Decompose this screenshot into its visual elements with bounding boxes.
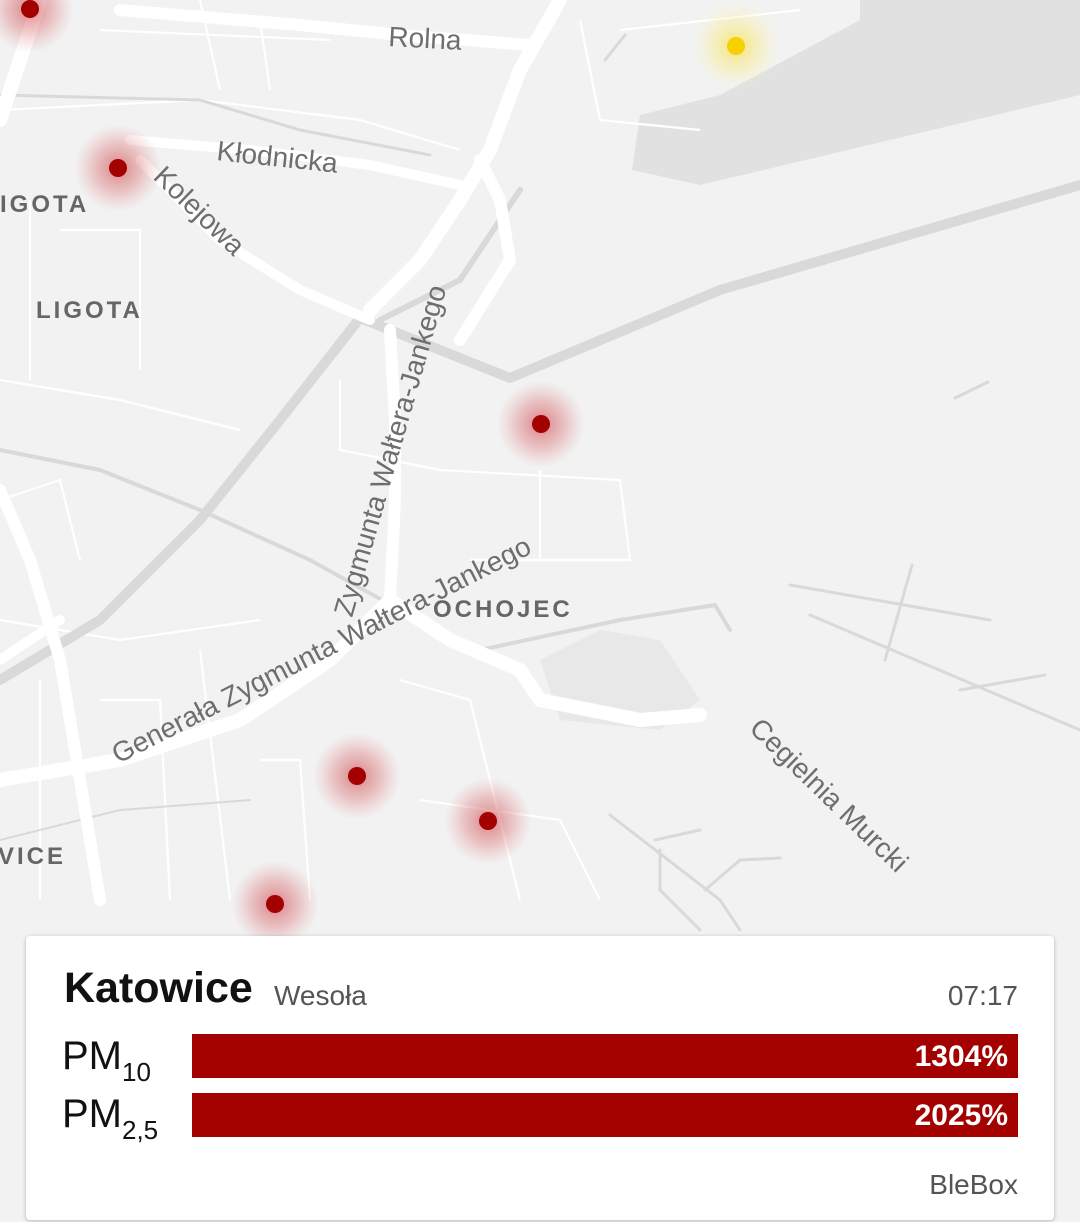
district-label-ligota-top: IGOTA [0,191,89,218]
pm25-bar: 2025% [192,1093,1018,1137]
district-label-wice: VICE [0,843,66,870]
main-roads [0,0,707,906]
marker-top-left[interactable] [0,0,74,53]
minor-streets [0,0,801,901]
marker-ligota[interactable] [74,124,162,212]
city-name: Katowice [64,964,253,1012]
marker-center[interactable] [497,380,585,468]
pm25-label: PM2,5 [62,1092,159,1145]
data-source: BleBox [929,1169,1018,1200]
marker-yellow[interactable] [692,2,780,90]
pm25-value: 2025% [914,1099,1008,1132]
pm10-value: 1304% [914,1040,1008,1073]
grey-area-reservoir [632,0,1080,185]
district-label-ochojec: OCHOJEC [433,596,573,623]
pm10-bar: 1304% [192,1034,1018,1078]
highway-diagonal [0,180,1080,685]
marker-south-2[interactable] [444,777,532,865]
pm10-label: PM10 [62,1034,151,1087]
measurement-time: 07:17 [947,980,1018,1011]
station-info-card[interactable]: Katowice Wesoła 07:17 PM10 1304% PM2,5 2… [26,936,1054,1220]
district-label-ligota: LIGOTA [36,297,143,324]
district-name: Wesoła [274,980,367,1011]
marker-south-1[interactable] [313,732,401,820]
street-label-rolna: Rolna [388,21,463,56]
marker-south-3[interactable] [231,860,319,948]
